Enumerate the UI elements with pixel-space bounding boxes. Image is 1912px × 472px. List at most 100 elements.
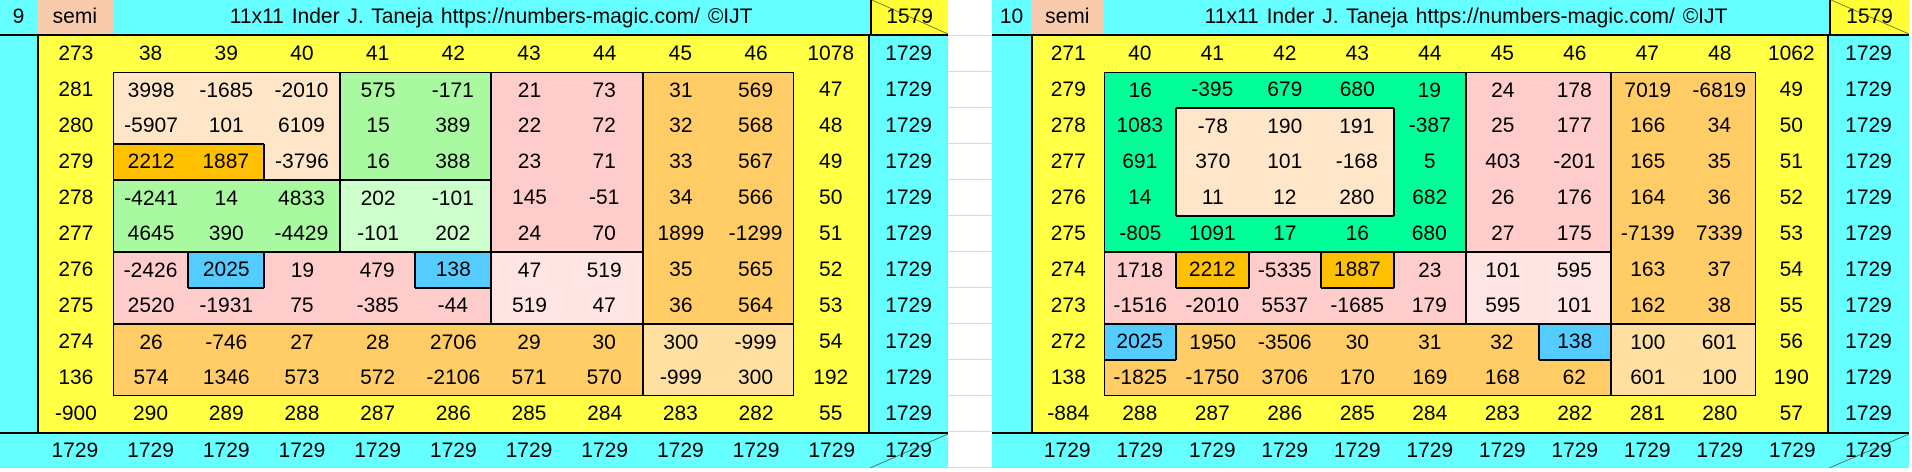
- grid-cell[interactable]: 1078: [793, 36, 870, 72]
- grid-cell[interactable]: 2025: [188, 252, 265, 288]
- title-banner[interactable]: 11x11 Inder J. Taneja https://numbers-ma…: [112, 0, 870, 36]
- grid-cell[interactable]: 175: [1538, 216, 1611, 252]
- grid-cell[interactable]: 22: [491, 108, 567, 144]
- grid-cell[interactable]: -168: [1321, 144, 1394, 180]
- grid-cell[interactable]: 7339: [1683, 216, 1756, 252]
- column-sum[interactable]: 1729: [1466, 432, 1539, 468]
- grid-cell[interactable]: 519: [491, 288, 567, 324]
- grid-cell[interactable]: 15: [339, 108, 416, 144]
- grid-cell[interactable]: 283: [642, 396, 719, 432]
- grid-cell[interactable]: 38: [112, 36, 189, 72]
- grid-cell[interactable]: 162: [1611, 288, 1684, 324]
- grid-cell[interactable]: 48: [1683, 36, 1756, 72]
- row-sum[interactable]: 1729: [869, 180, 948, 216]
- grid-cell[interactable]: 281: [37, 72, 113, 108]
- column-sum[interactable]: 1729: [1683, 432, 1756, 468]
- grid-cell[interactable]: 34: [1683, 108, 1756, 144]
- grid-cell[interactable]: 24: [491, 216, 567, 252]
- grid-cell[interactable]: 571: [491, 360, 567, 396]
- grid-cell[interactable]: -201: [1538, 144, 1611, 180]
- column-sum[interactable]: 1729: [1176, 432, 1249, 468]
- grid-cell[interactable]: 16: [1103, 72, 1176, 108]
- grid-cell[interactable]: 32: [1466, 324, 1539, 360]
- grid-cell[interactable]: 281: [1611, 396, 1684, 432]
- grid-cell[interactable]: 287: [339, 396, 416, 432]
- grid-cell[interactable]: 202: [415, 216, 492, 252]
- grid-cell[interactable]: 11: [1176, 180, 1249, 216]
- grid-cell[interactable]: -884: [1031, 396, 1104, 432]
- row-sum[interactable]: 1729: [869, 216, 948, 252]
- grid-cell[interactable]: 1887: [1321, 252, 1394, 288]
- grid-cell[interactable]: 14: [188, 180, 265, 216]
- column-sum[interactable]: 1729: [112, 432, 189, 468]
- left-margin-cell[interactable]: [0, 108, 37, 144]
- left-margin-cell[interactable]: [992, 252, 1031, 288]
- grid-cell[interactable]: 2025: [1103, 324, 1176, 360]
- grid-cell[interactable]: 42: [415, 36, 492, 72]
- grid-cell[interactable]: 570: [566, 360, 643, 396]
- grid-cell[interactable]: 567: [718, 144, 794, 180]
- row-sum[interactable]: 1729: [1828, 396, 1909, 432]
- column-sum[interactable]: 1729: [37, 432, 113, 468]
- grid-cell[interactable]: -1750: [1176, 360, 1249, 396]
- grid-cell[interactable]: 169: [1393, 360, 1466, 396]
- grid-cell[interactable]: -5907: [112, 108, 189, 144]
- left-margin-cell[interactable]: [992, 36, 1031, 72]
- grid-cell[interactable]: -4429: [264, 216, 340, 252]
- row-sum[interactable]: 1729: [1828, 36, 1909, 72]
- column-sum[interactable]: 1729: [1611, 432, 1684, 468]
- grid-cell[interactable]: 50: [1756, 108, 1829, 144]
- grid-cell[interactable]: 680: [1393, 216, 1466, 252]
- column-sum[interactable]: 1729: [1538, 432, 1611, 468]
- grid-cell[interactable]: 273: [1031, 288, 1104, 324]
- grid-cell[interactable]: 279: [1031, 72, 1104, 108]
- grid-cell[interactable]: 49: [1756, 72, 1829, 108]
- column-sum[interactable]: 1729: [1321, 432, 1394, 468]
- grid-cell[interactable]: 62: [1538, 360, 1611, 396]
- grid-cell[interactable]: 403: [1466, 144, 1539, 180]
- grid-cell[interactable]: 191: [1321, 108, 1394, 144]
- grid-cell[interactable]: 691: [1103, 144, 1176, 180]
- grid-cell[interactable]: 285: [491, 396, 567, 432]
- column-sum[interactable]: 1729: [491, 432, 567, 468]
- grid-cell[interactable]: -171: [415, 72, 492, 108]
- grid-cell[interactable]: 16: [1321, 216, 1394, 252]
- grid-cell[interactable]: 26: [1466, 180, 1539, 216]
- grid-cell[interactable]: 52: [793, 252, 870, 288]
- grid-cell[interactable]: -101: [415, 180, 492, 216]
- grid-cell[interactable]: -78: [1176, 108, 1249, 144]
- row-sum[interactable]: 1729: [869, 396, 948, 432]
- row-sum[interactable]: 1729: [869, 72, 948, 108]
- grid-cell[interactable]: 27: [1466, 216, 1539, 252]
- grid-cell[interactable]: 601: [1611, 360, 1684, 396]
- grid-cell[interactable]: 57: [1756, 396, 1829, 432]
- grid-cell[interactable]: 300: [642, 324, 719, 360]
- grid-cell[interactable]: 286: [415, 396, 492, 432]
- grid-cell[interactable]: -4241: [112, 180, 189, 216]
- grid-cell[interactable]: 136: [37, 360, 113, 396]
- grid-cell[interactable]: 283: [1466, 396, 1539, 432]
- grid-cell[interactable]: 274: [37, 324, 113, 360]
- grid-cell[interactable]: 280: [37, 108, 113, 144]
- grid-cell[interactable]: 16: [339, 144, 416, 180]
- left-margin-cell[interactable]: [992, 216, 1031, 252]
- row-sum[interactable]: 1729: [1828, 252, 1909, 288]
- grid-cell[interactable]: 21: [491, 72, 567, 108]
- grid-cell[interactable]: 275: [1031, 216, 1104, 252]
- grid-cell[interactable]: 56: [1756, 324, 1829, 360]
- column-sum[interactable]: 1729: [793, 432, 870, 468]
- grid-cell[interactable]: -3796: [264, 144, 340, 180]
- grid-cell[interactable]: 47: [491, 252, 567, 288]
- grid-cell[interactable]: 388: [415, 144, 492, 180]
- grid-cell[interactable]: 271: [1031, 36, 1104, 72]
- grid-cell[interactable]: 282: [1538, 396, 1611, 432]
- left-margin-cell[interactable]: [0, 396, 37, 432]
- row-sum[interactable]: 1729: [869, 36, 948, 72]
- grid-cell[interactable]: 55: [1756, 288, 1829, 324]
- grid-cell[interactable]: 277: [37, 216, 113, 252]
- grid-cell[interactable]: 55: [793, 396, 870, 432]
- grid-cell[interactable]: 138: [1031, 360, 1104, 396]
- row-sum[interactable]: 1729: [1828, 144, 1909, 180]
- grid-cell[interactable]: 3706: [1248, 360, 1321, 396]
- grid-cell[interactable]: 479: [339, 252, 416, 288]
